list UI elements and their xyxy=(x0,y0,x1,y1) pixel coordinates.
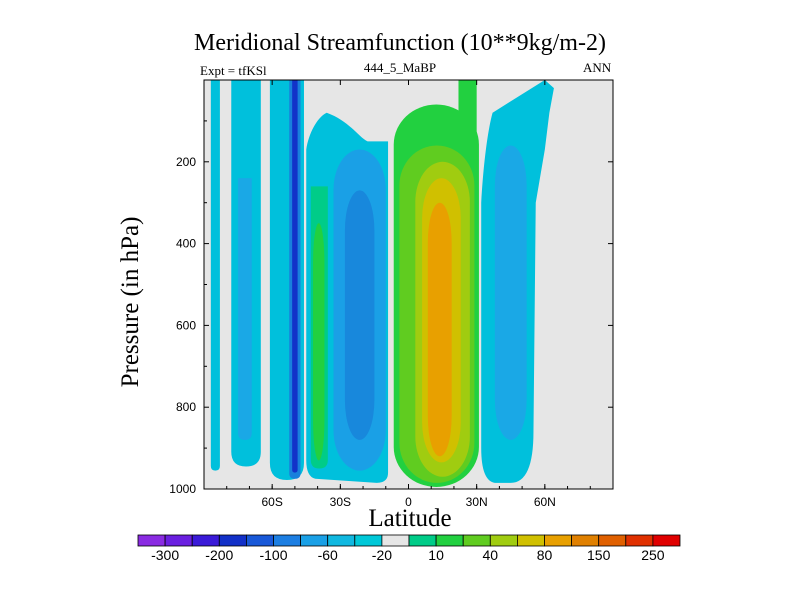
colorbar-swatch xyxy=(354,534,383,547)
colorbar-swatch xyxy=(408,534,437,547)
x-tick-label: 30S xyxy=(330,495,351,509)
cell-20S-core xyxy=(344,190,375,440)
colorbar-swatch xyxy=(462,534,491,547)
colorbar-swatch xyxy=(489,534,518,547)
cell-70S-inner xyxy=(238,178,252,440)
y-tick-label: 200 xyxy=(176,155,196,169)
colorbar-label: -60 xyxy=(318,547,338,563)
colorbar-swatch xyxy=(598,534,627,547)
y-tick-label: 600 xyxy=(176,318,196,332)
case-label: 444_5_MaBP xyxy=(363,60,437,75)
colorbar-swatch xyxy=(381,534,410,547)
colorbar-swatch xyxy=(164,534,193,547)
colorbar-label: -300 xyxy=(151,547,179,563)
colorbar-swatch xyxy=(218,534,247,547)
colorbar-label: 150 xyxy=(587,547,611,563)
colorbar-label: 40 xyxy=(483,547,499,563)
colorbar-swatch xyxy=(137,534,166,547)
colorbar-label: -200 xyxy=(205,547,233,563)
x-tick-label: 0 xyxy=(405,495,412,509)
colorbar-swatch xyxy=(191,534,220,547)
colorbar-label: 250 xyxy=(641,547,665,563)
x-tick-label: 60N xyxy=(534,495,556,509)
cell-80S xyxy=(210,80,220,471)
chart-title: Meridional Streamfunction (10**9kg/m-2) xyxy=(194,30,606,56)
experiment-label: Expt = tfKSl xyxy=(200,63,267,78)
colorbar-swatch xyxy=(273,534,302,547)
season-label: ANN xyxy=(583,60,612,75)
colorbar-swatch xyxy=(245,534,274,547)
x-axis: 60S 30S 0 30N 60N xyxy=(203,80,614,509)
colorbar-label: 10 xyxy=(428,547,444,563)
colorbar: -300 -200 -100 -60 -20 10 40 80 150 250 xyxy=(137,534,681,563)
y-tick-label: 400 xyxy=(176,237,196,251)
cell-green-40S xyxy=(313,223,325,461)
colorbar-swatch xyxy=(300,534,329,547)
colorbar-label: -100 xyxy=(259,547,287,563)
colorbar-swatch xyxy=(517,534,545,547)
cell-NH-orange xyxy=(427,202,452,457)
colorbar-swatch xyxy=(652,534,681,547)
colorbar-swatch xyxy=(327,534,356,547)
colorbar-swatch xyxy=(625,534,654,547)
colorbar-label: 80 xyxy=(537,547,553,563)
jet-50S-inner xyxy=(292,80,298,473)
colorbar-swatch xyxy=(571,534,600,547)
x-tick-label: 30N xyxy=(466,495,488,509)
y-tick-label: 1000 xyxy=(169,482,196,496)
y-tick-label: 800 xyxy=(176,400,196,414)
colorbar-swatch xyxy=(544,534,573,547)
y-axis: 200 400 600 800 1000 xyxy=(169,120,613,496)
colorbar-label: -20 xyxy=(372,547,392,563)
x-tick-label: 60S xyxy=(261,495,282,509)
colorbar-swatch xyxy=(435,534,464,547)
x-axis-title: Latitude xyxy=(368,505,452,532)
cell-NH-mid-inner xyxy=(494,145,527,440)
contour-fills xyxy=(210,80,554,487)
